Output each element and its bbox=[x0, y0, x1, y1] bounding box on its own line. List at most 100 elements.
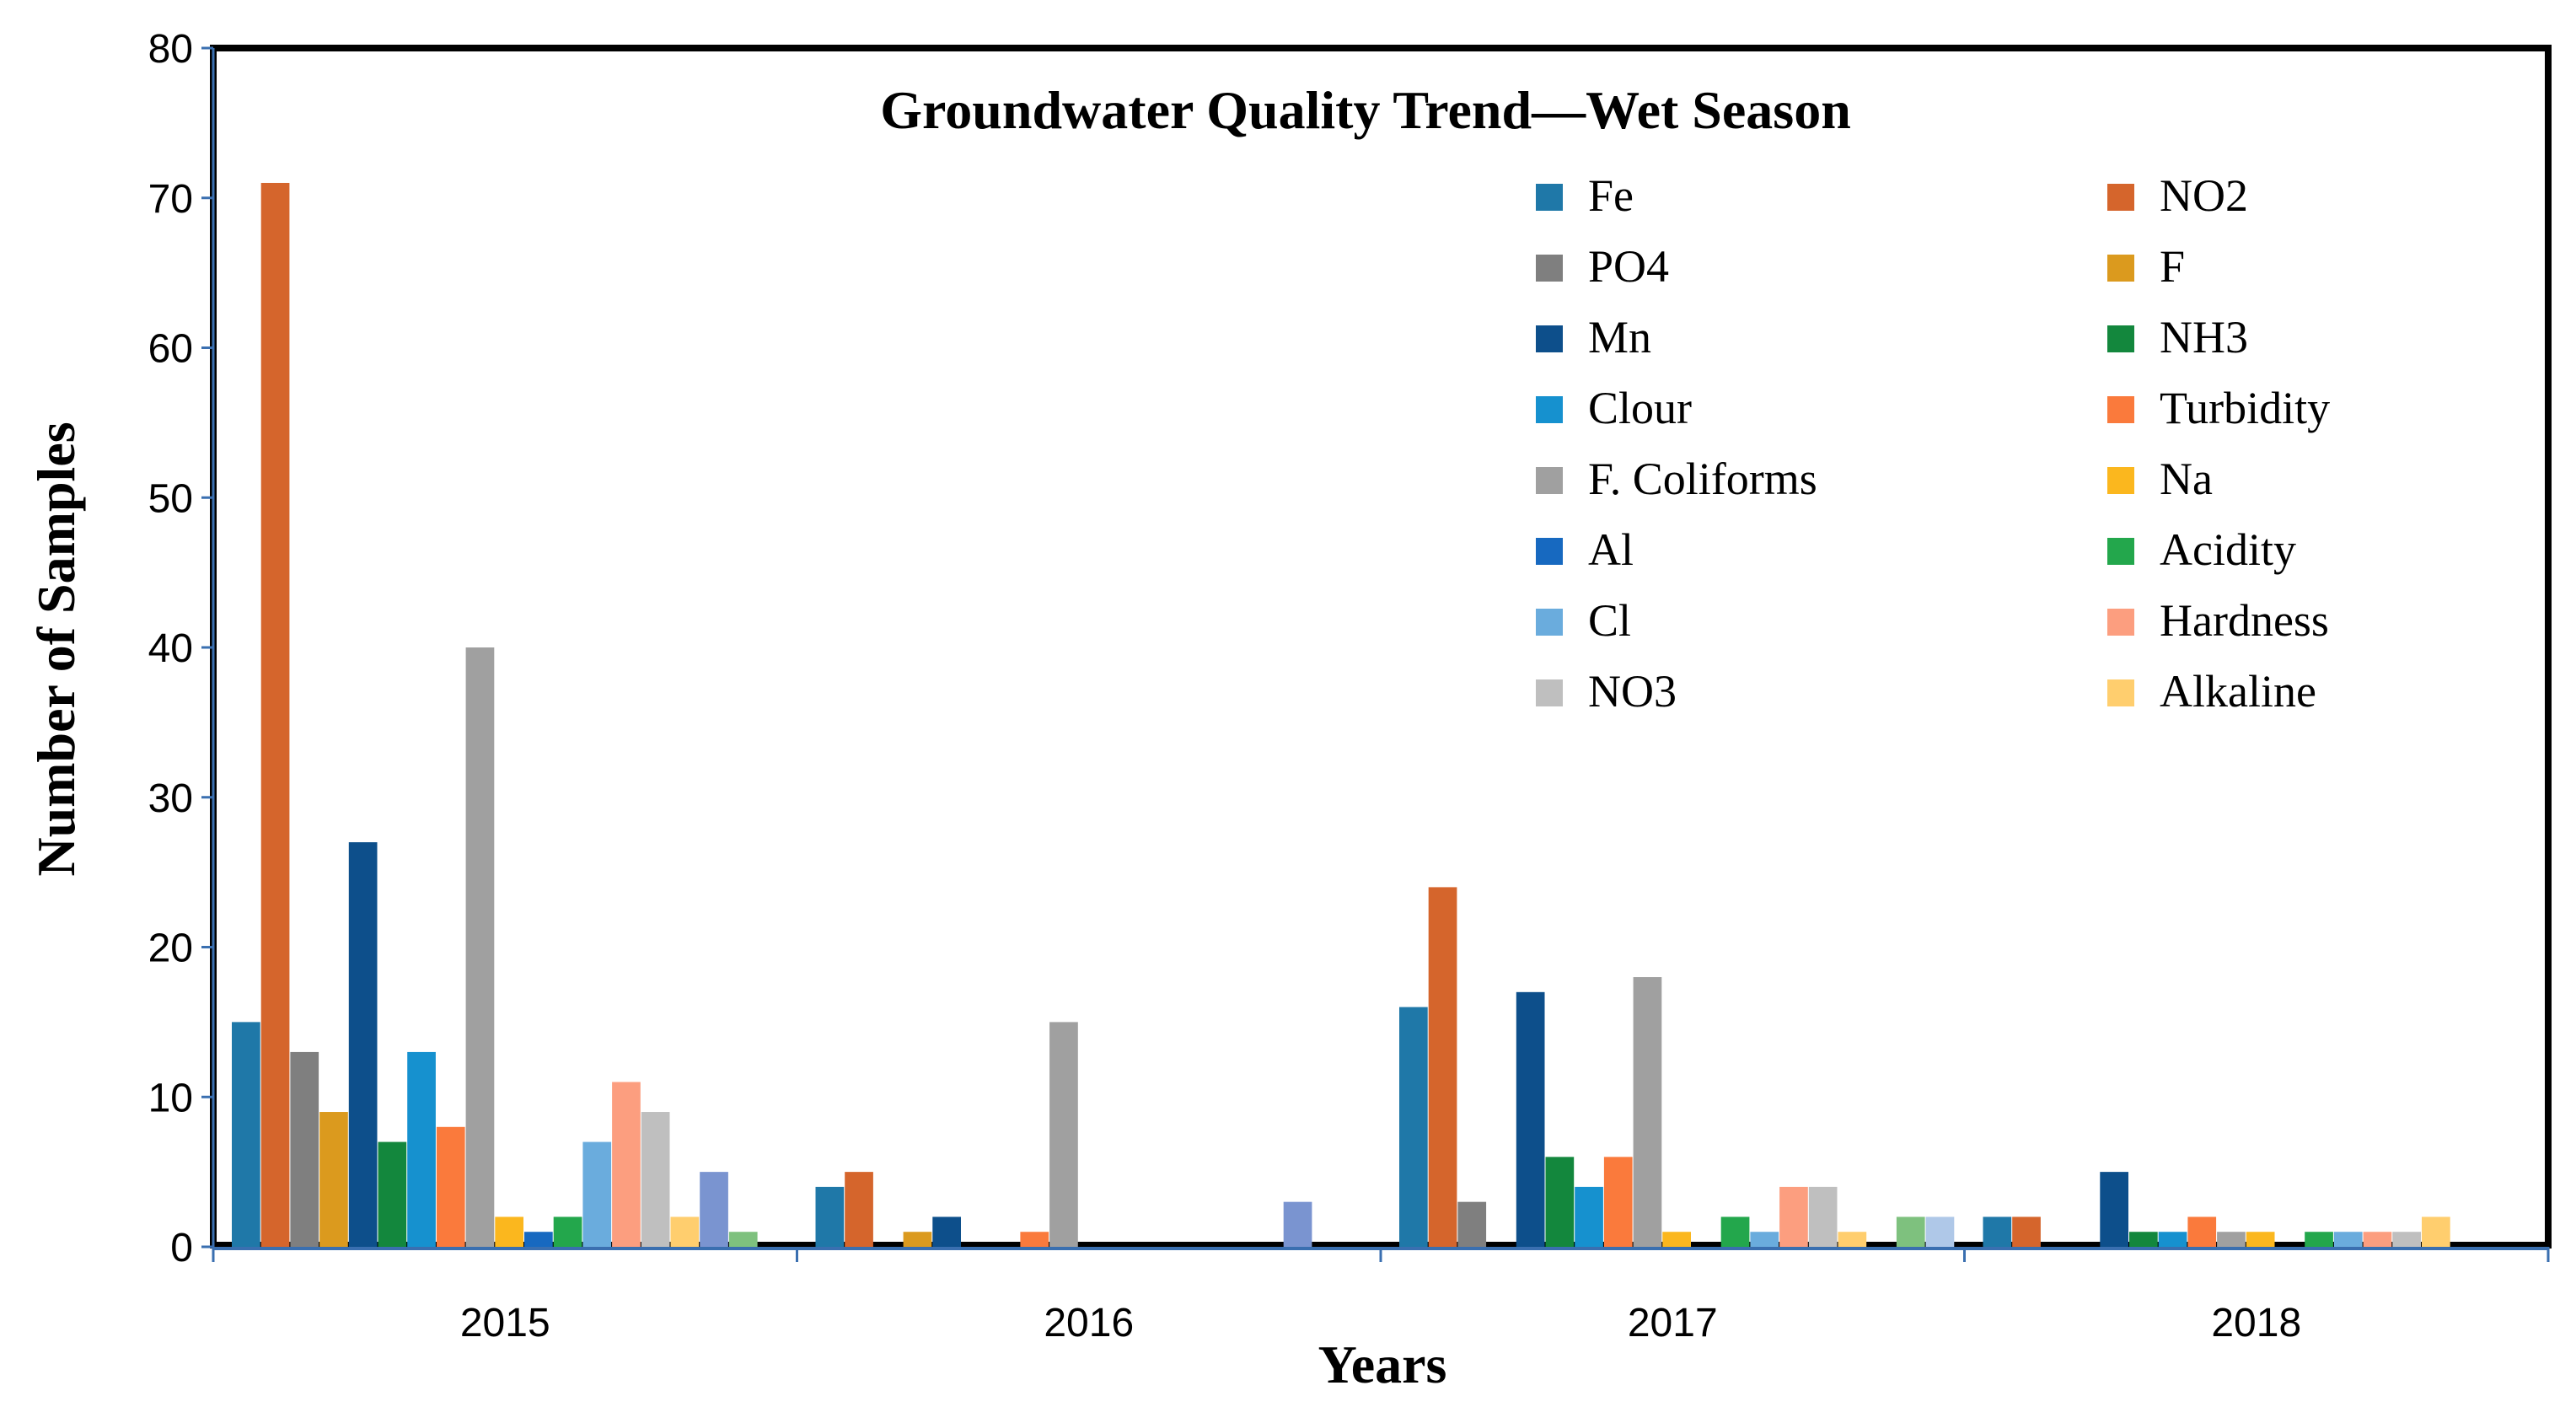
x-axis-label: Years bbox=[1318, 1335, 1447, 1394]
legend-label: NH3 bbox=[2160, 312, 2248, 362]
bar bbox=[1983, 1216, 2012, 1247]
legend-label: F bbox=[2160, 241, 2185, 292]
legend-item: Na bbox=[2107, 454, 2213, 504]
bar bbox=[1838, 1232, 1867, 1247]
bar bbox=[260, 182, 290, 1248]
bar bbox=[1633, 977, 1662, 1247]
bar bbox=[1779, 1186, 1808, 1247]
bar bbox=[1896, 1216, 1925, 1247]
bar bbox=[2305, 1232, 2333, 1247]
y-tick-label: 0 bbox=[170, 1226, 193, 1270]
legend-swatch bbox=[2107, 184, 2134, 211]
bar bbox=[2129, 1232, 2158, 1247]
bar bbox=[815, 1186, 845, 1247]
y-axis-label: Number of Samples bbox=[26, 422, 86, 876]
legend-swatch bbox=[1536, 679, 1563, 706]
bar bbox=[1049, 1022, 1078, 1247]
legend-label: Turbidity bbox=[2160, 383, 2330, 433]
bar bbox=[2158, 1232, 2187, 1247]
y-tick-label: 70 bbox=[148, 177, 193, 222]
legend-item: PO4 bbox=[1536, 241, 1669, 292]
chart-title: Groundwater Quality Trend—Wet Season bbox=[880, 80, 1851, 140]
bar bbox=[378, 1141, 407, 1247]
legend-item: Fe bbox=[1536, 170, 1634, 221]
legend: Fe NO2 PO4 F Mn NH3 Clour Turbidity F. Coliforms… bbox=[1536, 170, 2330, 717]
legend-label: Mn bbox=[1588, 312, 1651, 362]
legend-swatch bbox=[1536, 184, 1563, 211]
bar bbox=[2422, 1216, 2450, 1247]
bar bbox=[1662, 1232, 1691, 1247]
bar bbox=[232, 1022, 260, 1247]
legend-swatch bbox=[2107, 255, 2134, 282]
bars bbox=[232, 182, 2450, 1248]
bar bbox=[319, 1112, 348, 1247]
y-tick-labels: 0 10 20 30 40 50 60 70 80 bbox=[148, 27, 193, 1270]
legend-item: NH3 bbox=[2107, 312, 2248, 362]
bar bbox=[407, 1051, 436, 1247]
y-tick-label: 60 bbox=[148, 327, 193, 372]
legend-label: Clour bbox=[1588, 383, 1692, 433]
legend-swatch bbox=[2107, 609, 2134, 636]
bar bbox=[2187, 1216, 2217, 1247]
bar bbox=[524, 1232, 553, 1247]
legend-item: Cl bbox=[1536, 595, 1631, 646]
legend-label: F. Coliforms bbox=[1588, 454, 1817, 504]
bar bbox=[845, 1172, 873, 1247]
legend-item: NO3 bbox=[1536, 666, 1677, 717]
y-tick-label: 80 bbox=[148, 27, 193, 72]
bar bbox=[700, 1172, 728, 1247]
legend-item: Turbidity bbox=[2107, 383, 2330, 433]
legend-swatch bbox=[1536, 538, 1563, 565]
legend-label: Na bbox=[2160, 454, 2213, 504]
bar bbox=[2100, 1172, 2128, 1247]
x-ticks bbox=[212, 1247, 2550, 1262]
bar bbox=[348, 842, 378, 1247]
legend-label: Acidity bbox=[2160, 524, 2296, 575]
bar bbox=[2363, 1232, 2392, 1247]
bar bbox=[1925, 1216, 1955, 1247]
bar bbox=[465, 647, 495, 1247]
bar bbox=[1457, 1201, 1487, 1247]
legend-item: NO2 bbox=[2107, 170, 2248, 221]
x-tick-labels: 2015 2016 2017 2018 bbox=[460, 1301, 2301, 1345]
bar bbox=[1399, 1007, 1428, 1247]
bar bbox=[1283, 1201, 1312, 1247]
bar bbox=[553, 1216, 582, 1247]
bar bbox=[582, 1141, 612, 1247]
bar bbox=[2392, 1232, 2421, 1247]
y-tick-label: 40 bbox=[148, 626, 193, 671]
legend-swatch bbox=[2107, 396, 2134, 423]
legend-item: Mn bbox=[1536, 312, 1651, 362]
bar bbox=[1720, 1216, 1750, 1247]
legend-label: Alkaline bbox=[2160, 666, 2316, 717]
bar bbox=[1020, 1232, 1049, 1247]
bar bbox=[903, 1232, 932, 1247]
bar bbox=[1545, 1157, 1575, 1247]
legend-item: F bbox=[2107, 241, 2185, 292]
bar bbox=[612, 1082, 641, 1247]
bar bbox=[290, 1051, 319, 1247]
axes bbox=[212, 48, 2548, 1260]
legend-label: Hardness bbox=[2160, 595, 2329, 646]
legend-swatch bbox=[1536, 325, 1563, 352]
x-tick-label: 2016 bbox=[1044, 1301, 1134, 1345]
plot-frame bbox=[210, 45, 2552, 1249]
bar bbox=[1603, 1157, 1633, 1247]
bar bbox=[1575, 1186, 1603, 1247]
bar bbox=[2012, 1216, 2041, 1247]
x-tick-label: 2018 bbox=[2211, 1301, 2301, 1345]
y-tick-label: 10 bbox=[148, 1076, 193, 1120]
bar bbox=[2246, 1232, 2275, 1247]
bar bbox=[1516, 991, 1545, 1247]
bar bbox=[2217, 1232, 2246, 1247]
y-tick-label: 20 bbox=[148, 926, 193, 971]
legend-item: Al bbox=[1536, 524, 1634, 575]
legend-swatch bbox=[1536, 255, 1563, 282]
y-tick-label: 30 bbox=[148, 776, 193, 821]
bar bbox=[670, 1216, 700, 1247]
legend-label: NO3 bbox=[1588, 666, 1677, 717]
x-tick-label: 2017 bbox=[1628, 1301, 1718, 1345]
bar bbox=[1750, 1232, 1779, 1247]
y-tick-label: 50 bbox=[148, 476, 193, 521]
